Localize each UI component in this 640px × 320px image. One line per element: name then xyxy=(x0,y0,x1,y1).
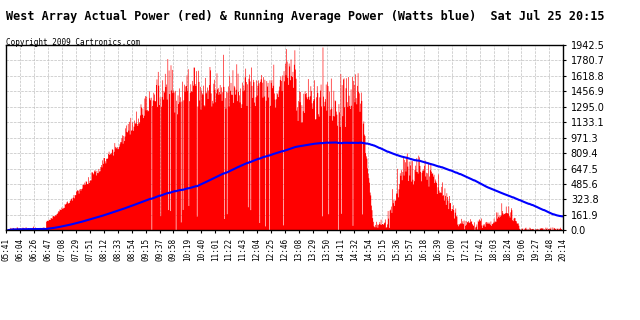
Text: Copyright 2009 Cartronics.com: Copyright 2009 Cartronics.com xyxy=(6,38,141,47)
Text: West Array Actual Power (red) & Running Average Power (Watts blue)  Sat Jul 25 2: West Array Actual Power (red) & Running … xyxy=(6,10,605,23)
